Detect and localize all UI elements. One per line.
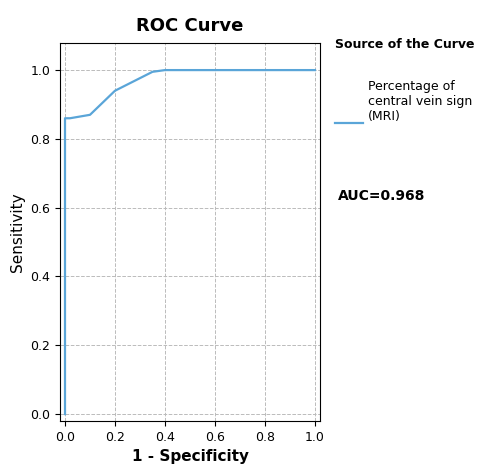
Text: Source of the Curve: Source of the Curve (335, 38, 474, 51)
Text: AUC=0.968: AUC=0.968 (338, 189, 425, 203)
Text: Percentage of
central vein sign
(MRI): Percentage of central vein sign (MRI) (368, 80, 472, 123)
Title: ROC Curve: ROC Curve (136, 18, 244, 35)
X-axis label: 1 - Specificity: 1 - Specificity (132, 449, 248, 464)
Y-axis label: Sensitivity: Sensitivity (10, 192, 24, 272)
